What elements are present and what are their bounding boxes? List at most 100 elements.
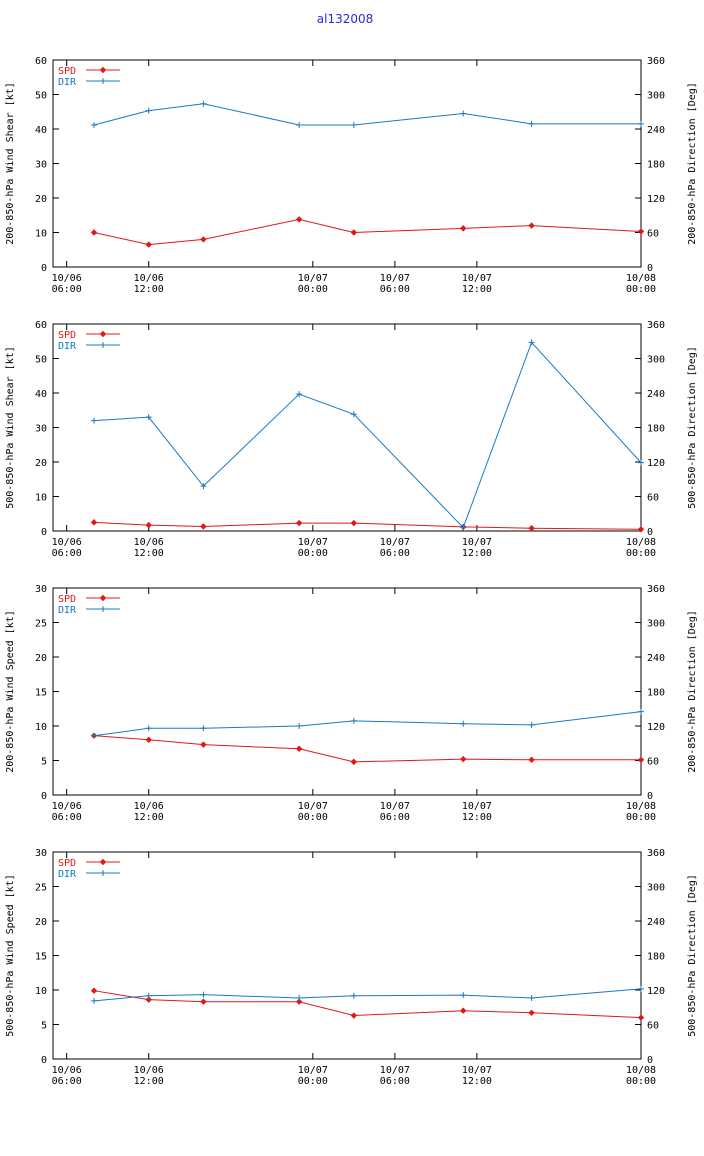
legend-marker-dir: [100, 870, 106, 876]
point-dir: [460, 110, 467, 117]
y2-tick-label: 0: [647, 791, 653, 802]
point-spd: [350, 758, 358, 766]
series-line-dir: [93, 988, 642, 1002]
legend-label-dir: DIR: [58, 77, 77, 88]
y-tick-label: 20: [35, 458, 47, 469]
y-tick-label: 25: [35, 619, 47, 630]
y-tick-label: 60: [35, 56, 47, 67]
point-spd: [528, 756, 535, 764]
y-tick-label: 0: [41, 263, 47, 274]
y2-tick-label: 120: [647, 458, 665, 469]
series-line-dir: [93, 711, 642, 737]
y-tick-label: 10: [35, 229, 47, 240]
y2-tick-label: 240: [647, 917, 665, 928]
x-tick-label: 00:00: [298, 1076, 328, 1087]
point-spd: [145, 996, 152, 1003]
y-tick-label: 10: [35, 493, 47, 504]
y2-tick-label: 360: [647, 56, 665, 67]
y2-tick-label: 180: [647, 424, 665, 435]
x-tick-label: 00:00: [298, 548, 328, 559]
point-dir: [350, 121, 357, 128]
point-dir: [528, 721, 535, 728]
legend-label-spd: SPD: [58, 858, 76, 869]
point-dir: [296, 391, 303, 398]
point-dir: [638, 985, 644, 992]
x-tick-label: 10/06: [52, 537, 82, 548]
x-tick-label: 10/07: [298, 273, 328, 284]
plot-frame: [52, 59, 642, 268]
x-tick-label: 10/06: [134, 1065, 164, 1076]
x-tick-label: 10/07: [462, 1065, 492, 1076]
x-tick-label: 00:00: [298, 812, 328, 823]
legend-label-dir: DIR: [58, 341, 77, 352]
x-tick-label: 10/08: [626, 537, 656, 548]
point-dir: [638, 708, 644, 715]
x-tick-label: 10/07: [380, 801, 410, 812]
y-tick-label: 50: [35, 91, 47, 102]
y-tick-label: 30: [35, 584, 47, 595]
y-tick-label: 5: [41, 757, 47, 768]
series-line-dir: [93, 341, 642, 529]
y2-tick-label: 300: [647, 619, 665, 630]
y-tick-label: 25: [35, 883, 47, 894]
y-tick-label: 5: [41, 1021, 47, 1032]
x-tick-label: 00:00: [626, 812, 656, 823]
chart-panel-500-850-shear: 010203040506006012018024030036010/0606:0…: [5, 320, 698, 559]
series-line-dir: [93, 103, 641, 126]
y-tick-label: 30: [35, 848, 47, 859]
y2-tick-label: 240: [647, 389, 665, 400]
y-tick-label: 0: [41, 791, 47, 802]
point-spd: [350, 519, 358, 527]
y2-tick-label: 60: [647, 757, 659, 768]
point-spd: [295, 216, 303, 223]
x-tick-label: 12:00: [462, 812, 492, 823]
legend-label-spd: SPD: [58, 594, 76, 605]
y2-tick-label: 240: [647, 653, 665, 664]
point-dir: [91, 417, 98, 424]
legend-marker-spd: [99, 66, 107, 74]
x-tick-label: 12:00: [462, 548, 492, 559]
y2-axis-label: 200-850-hPa Direction [Deg]: [687, 82, 698, 245]
point-dir: [91, 121, 98, 128]
point-dir: [200, 483, 207, 490]
point-spd: [460, 755, 467, 763]
point-spd: [637, 526, 645, 533]
x-tick-label: 00:00: [298, 284, 328, 295]
x-tick-label: 00:00: [626, 284, 656, 295]
y2-tick-label: 180: [647, 952, 665, 963]
point-dir: [91, 997, 98, 1004]
y2-tick-label: 60: [647, 229, 659, 240]
point-dir: [145, 725, 152, 732]
legend-marker-spd: [99, 594, 107, 602]
y2-tick-label: 120: [647, 986, 665, 997]
point-dir: [638, 459, 644, 466]
point-dir: [350, 717, 357, 724]
point-spd: [637, 1014, 645, 1021]
y2-axis-label: 200-850-hPa Direction [Deg]: [687, 610, 698, 773]
plot-frame: [52, 851, 642, 1060]
legend-label-dir: DIR: [58, 869, 77, 880]
point-spd: [350, 1012, 358, 1019]
x-tick-label: 12:00: [134, 284, 164, 295]
y2-tick-label: 60: [647, 493, 659, 504]
point-dir: [296, 121, 303, 128]
x-tick-label: 10/07: [298, 537, 328, 548]
y-tick-label: 40: [35, 389, 47, 400]
x-tick-label: 10/07: [462, 273, 492, 284]
point-spd: [528, 1009, 535, 1016]
y-tick-label: 20: [35, 653, 47, 664]
y2-tick-label: 300: [647, 883, 665, 894]
point-dir: [145, 992, 152, 999]
point-dir: [145, 107, 152, 114]
point-dir: [296, 723, 303, 729]
x-tick-label: 10/08: [626, 273, 656, 284]
point-dir: [200, 100, 207, 107]
x-tick-label: 06:00: [380, 812, 410, 823]
point-spd: [295, 998, 303, 1005]
x-tick-label: 12:00: [134, 548, 164, 559]
y-tick-label: 50: [35, 355, 47, 366]
x-tick-label: 10/08: [626, 801, 656, 812]
series-line-spd: [93, 990, 642, 1019]
legend-label-dir: DIR: [58, 605, 77, 616]
y-axis-label: 500-850-hPa Wind Shear [kt]: [5, 346, 16, 509]
